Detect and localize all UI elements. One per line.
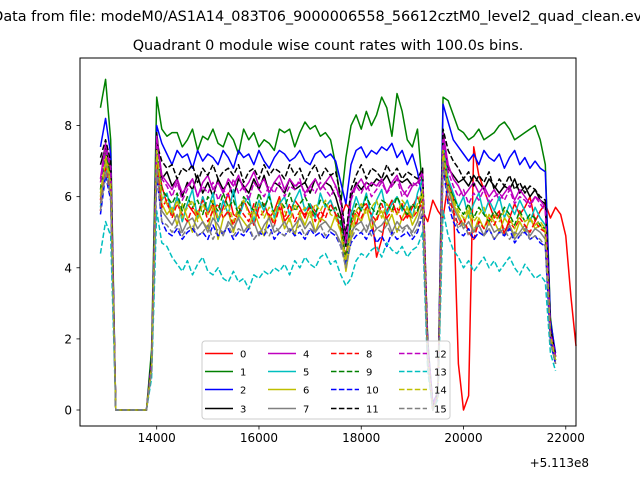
- legend-label-9: 9: [366, 368, 372, 379]
- y-tick-label: 0: [64, 404, 72, 418]
- y-tick-label: 6: [64, 190, 72, 204]
- series-line-9: [99, 146, 557, 411]
- legend-label-13: 13: [434, 368, 447, 379]
- series-line-15: [99, 160, 557, 411]
- series-line-4: [99, 131, 557, 411]
- legend-label-6: 6: [303, 386, 309, 397]
- axes-frame: [79, 57, 577, 427]
- legend-label-5: 5: [303, 368, 309, 379]
- series-line-8: [99, 160, 557, 411]
- figure-suptitle: Data from file: modeM0/AS1A14_083T06_900…: [0, 9, 640, 25]
- series-line-1: [99, 78, 557, 411]
- legend-label-7: 7: [303, 405, 309, 416]
- series-line-2: [99, 103, 557, 411]
- legend-label-1: 1: [240, 368, 246, 379]
- legend-label-11: 11: [366, 405, 379, 416]
- legend-label-0: 0: [240, 350, 246, 361]
- legend-label-2: 2: [240, 386, 246, 397]
- legend-label-14: 14: [434, 386, 447, 397]
- legend-label-8: 8: [366, 350, 372, 361]
- chart-title: Quadrant 0 module wise count rates with …: [133, 38, 524, 54]
- x-axis-offset-label: +5.113e8: [530, 456, 589, 470]
- series-line-5: [99, 142, 557, 411]
- x-tick-label: 14000: [138, 431, 176, 445]
- series-line-7: [99, 153, 557, 411]
- x-tick-label: 18000: [342, 431, 380, 445]
- y-tick-label: 2: [64, 332, 72, 346]
- legend-label-12: 12: [434, 350, 447, 361]
- series-line-12: [99, 139, 557, 411]
- y-tick-label: 8: [64, 119, 72, 133]
- y-tick-label: 4: [64, 261, 72, 275]
- series-line-13: [99, 210, 557, 411]
- legend-label-10: 10: [366, 386, 379, 397]
- x-tick-label: 20000: [444, 431, 482, 445]
- x-tick-label: 16000: [240, 431, 278, 445]
- series-line-14: [99, 149, 557, 411]
- plot-lines: [99, 78, 577, 411]
- series-line-11: [99, 128, 557, 411]
- legend-label-4: 4: [303, 350, 309, 361]
- legend-label-3: 3: [240, 405, 246, 416]
- axis-ticks: 14000 16000 18000 20000 22000 0 2 4 6 8: [64, 119, 585, 445]
- x-tick-label: 22000: [547, 431, 585, 445]
- legend-label-15: 15: [434, 405, 447, 416]
- series-line-10: [99, 167, 557, 411]
- legend-box: [201, 340, 451, 420]
